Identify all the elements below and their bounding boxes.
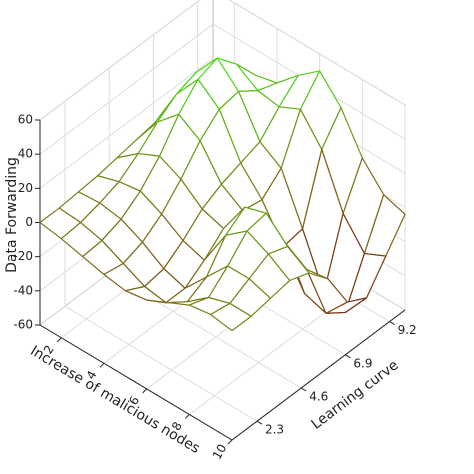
z-tick-label: 60 (18, 113, 33, 127)
tick-mark (184, 414, 190, 419)
surface (39, 57, 406, 332)
grid-line (39, 57, 214, 189)
y-tick-label: 9.2 (398, 323, 417, 337)
y-tick-label: 2.3 (265, 423, 284, 437)
axis-line (231, 309, 406, 441)
z-tick-label: 0 (25, 215, 33, 229)
axis-line (39, 324, 233, 441)
grid-line (39, 0, 201, 121)
z-axis-label: Data Forwarding (4, 157, 20, 273)
z-tick-label: 20 (18, 181, 33, 195)
grid-line (39, 23, 214, 155)
tick-mark (256, 420, 263, 425)
tick-mark (227, 439, 233, 445)
surface-patch (210, 302, 252, 332)
grid-line (228, 0, 406, 106)
z-tick-label: -20 (13, 249, 33, 263)
x-tick-label: 10 (210, 442, 230, 462)
tick-mark (142, 388, 148, 394)
z-tick-label: 40 (18, 147, 33, 161)
tick-mark (345, 354, 351, 359)
z-tick-label: -40 (13, 283, 33, 297)
y-tick-label: 4.6 (309, 390, 328, 404)
z-tick-label: -60 (13, 318, 33, 332)
tick-mark (300, 387, 307, 392)
y-tick-label: 6.9 (353, 356, 372, 370)
grid-line (64, 305, 258, 422)
tick-mark (389, 321, 395, 325)
tick-mark (99, 362, 105, 368)
tick-mark (56, 337, 62, 343)
